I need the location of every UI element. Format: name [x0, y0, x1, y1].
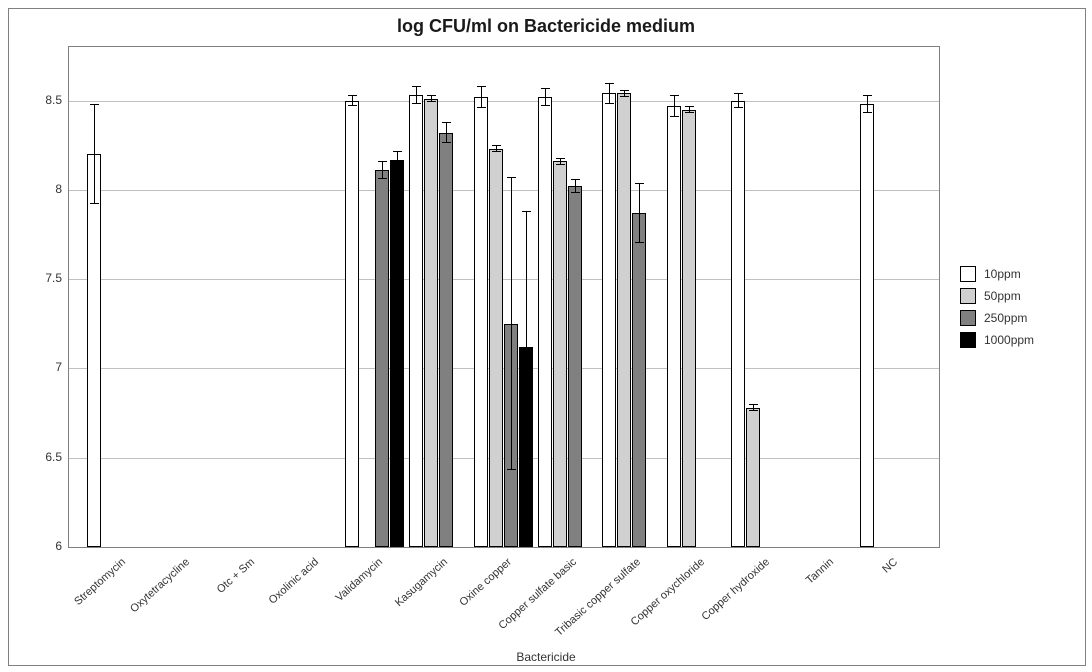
bar	[489, 149, 503, 547]
legend-label: 50ppm	[984, 289, 1021, 303]
gridline	[69, 101, 939, 102]
y-tick-label: 7.5	[2, 271, 62, 285]
legend-swatch	[960, 332, 976, 348]
legend-item: 10ppm	[960, 266, 1075, 282]
y-tick-label: 8	[2, 182, 62, 196]
bar	[87, 154, 101, 547]
error-bar	[674, 95, 675, 116]
error-bar	[431, 95, 432, 102]
bar	[439, 133, 453, 547]
plot-area	[68, 46, 940, 548]
legend-item: 250ppm	[960, 310, 1075, 326]
error-bar	[639, 183, 640, 244]
bar	[424, 99, 438, 547]
legend-item: 1000ppm	[960, 332, 1075, 348]
bar	[375, 170, 389, 547]
y-tick-label: 6	[2, 539, 62, 553]
error-bar	[496, 145, 497, 152]
error-bar	[609, 83, 610, 104]
error-bar	[624, 90, 625, 97]
legend-swatch	[960, 288, 976, 304]
error-bar	[560, 158, 561, 165]
bar	[474, 97, 488, 547]
bar	[746, 408, 760, 547]
bar	[682, 110, 696, 548]
error-bar	[738, 93, 739, 107]
error-bar	[352, 95, 353, 106]
bar	[553, 161, 567, 547]
error-bar	[545, 88, 546, 106]
gridline	[69, 190, 939, 191]
bar	[617, 93, 631, 547]
bar	[568, 186, 582, 547]
bar	[345, 101, 359, 547]
error-bar	[397, 151, 398, 169]
y-tick-label: 7	[2, 360, 62, 374]
y-tick-label: 6.5	[2, 450, 62, 464]
gridline	[69, 279, 939, 280]
error-bar	[867, 95, 868, 113]
legend-item: 50ppm	[960, 288, 1075, 304]
error-bar	[382, 161, 383, 179]
error-bar	[575, 179, 576, 193]
error-bar	[446, 122, 447, 143]
error-bar	[94, 104, 95, 204]
error-bar	[416, 86, 417, 104]
legend-swatch	[960, 310, 976, 326]
error-bar	[689, 106, 690, 113]
error-bar	[481, 86, 482, 107]
bar	[632, 213, 646, 547]
bar	[602, 93, 616, 547]
y-tick-label: 8.5	[2, 93, 62, 107]
legend-swatch	[960, 266, 976, 282]
bar	[860, 104, 874, 547]
chart-frame: log CFU/ml on Bactericide medium 10ppm 50…	[0, 0, 1092, 672]
bar	[731, 101, 745, 547]
bar	[409, 95, 423, 547]
bar	[390, 160, 404, 548]
legend-label: 10ppm	[984, 267, 1021, 281]
bar	[538, 97, 552, 547]
legend: 10ppm 50ppm 250ppm 1000ppm	[960, 260, 1075, 354]
legend-label: 1000ppm	[984, 333, 1034, 347]
x-axis-title: Bactericide	[0, 650, 1092, 664]
chart-title: log CFU/ml on Bactericide medium	[0, 16, 1092, 37]
bar	[667, 106, 681, 547]
error-bar	[753, 404, 754, 411]
error-bar	[526, 211, 527, 482]
legend-label: 250ppm	[984, 311, 1027, 325]
error-bar	[511, 177, 512, 470]
